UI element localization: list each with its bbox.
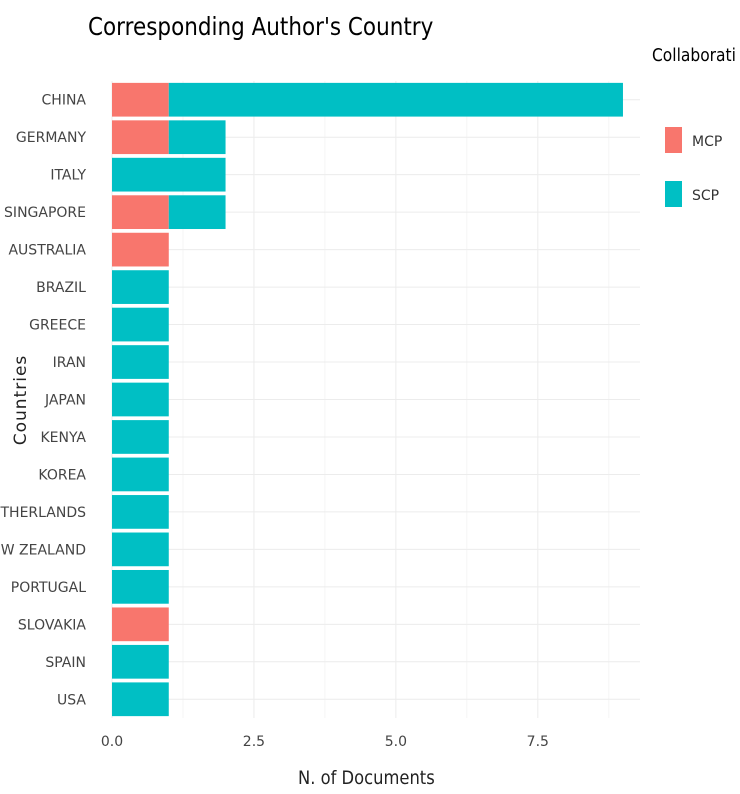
y-tick-label: JAPAN: [44, 393, 86, 409]
y-tick-label: SINGAPORE: [4, 205, 86, 221]
bar-scp: [168, 82, 623, 117]
y-tick-label: GERMANY: [16, 130, 87, 146]
y-tick-label: ITALY: [50, 168, 86, 184]
bar-mcp: [112, 82, 169, 117]
legend-label-scp: SCP: [692, 188, 719, 204]
bar-scp: [112, 644, 169, 679]
bar-scp: [168, 195, 226, 230]
y-tick-label: ETHERLANDS: [0, 505, 86, 521]
y-tick-label: BRAZIL: [36, 280, 86, 296]
y-tick-label: KENYA: [40, 430, 86, 446]
legend-swatch-mcp: [665, 127, 682, 153]
bar-scp: [112, 420, 169, 454]
y-tick-label: USA: [57, 692, 86, 708]
bar-scp: [112, 157, 226, 192]
bar-scp: [112, 569, 169, 604]
bar-scp: [112, 682, 169, 717]
bar-scp: [112, 495, 169, 529]
x-tick-label: 7.5: [527, 734, 549, 750]
x-axis-label: N. of Documents: [298, 767, 435, 789]
y-tick-label: IRAN: [53, 355, 86, 371]
bar-mcp: [112, 232, 169, 267]
bar-mcp: [112, 607, 169, 642]
bar-scp: [112, 345, 169, 379]
y-tick-label: CHINA: [42, 93, 87, 109]
y-tick-label: EW ZEALAND: [0, 542, 86, 558]
bar-scp: [112, 270, 169, 304]
legend-label-mcp: MCP: [692, 134, 722, 150]
y-tick-label: PORTUGAL: [11, 580, 86, 596]
bar-scp: [112, 457, 169, 492]
chart-title: Corresponding Author's Country: [88, 12, 434, 41]
bar-scp: [112, 307, 169, 342]
x-tick-label: 5.0: [385, 734, 407, 750]
y-tick-label: KOREA: [38, 467, 86, 483]
y-tick-label: GREECE: [29, 318, 86, 334]
legend-title: Collaborati: [652, 45, 736, 66]
bar-scp: [168, 120, 226, 155]
y-tick-label: AUSTRALIA: [8, 243, 86, 259]
bar-mcp: [112, 120, 169, 155]
bar-mcp: [112, 195, 169, 230]
x-tick-label: 2.5: [243, 734, 265, 750]
y-tick-label: SLOVAKIA: [18, 617, 87, 633]
y-tick-label: SPAIN: [45, 655, 86, 671]
legend-swatch-scp: [665, 181, 682, 207]
x-tick-label: 0.0: [101, 734, 123, 750]
bar-scp: [112, 382, 169, 417]
bar-scp: [112, 532, 169, 567]
